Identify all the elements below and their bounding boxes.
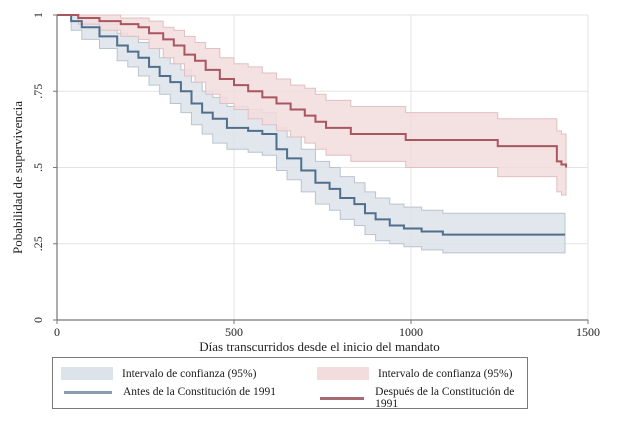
x-axis-title: Días transcurridos desde el inicio del m… [199, 339, 439, 354]
survival-line-despues [57, 14, 568, 168]
confidence-bands [57, 14, 567, 254]
legend-item-line-despues: Después de la Constitución de 1991 [317, 386, 527, 410]
confidence-band-despues [57, 14, 567, 196]
legend-swatch-band-despues [317, 367, 369, 380]
y-axis-title: Pobabilidad de supervivencia [10, 101, 25, 254]
legend-label: Intervalo de confianza (95%) [122, 367, 257, 380]
legend-item-line-antes: Antes de la Constitución de 1991 [61, 386, 276, 398]
y-tick-label: .75 [31, 84, 45, 99]
y-tick-label: 0 [31, 317, 45, 323]
legend-label: Después de la Constitución de 1991 [375, 386, 515, 410]
x-tick-label: 1500 [576, 325, 600, 339]
legend-label: Antes de la Constitución de 1991 [123, 386, 276, 398]
x-tick-label: 500 [225, 325, 243, 339]
y-tick-label: .25 [31, 236, 45, 251]
legend-item-ci-despues: Intervalo de confianza (95%) [317, 367, 512, 380]
x-tick-label: 0 [54, 325, 60, 339]
y-tick-label: 1 [31, 12, 45, 18]
survival-curves [57, 14, 568, 236]
x-tick-label: 1000 [399, 325, 423, 339]
survival-line-antes [57, 14, 565, 236]
legend: Intervalo de confianza (95%) Intervalo d… [52, 357, 528, 410]
y-ticks: 0 .25 .5 .75 1 [31, 12, 57, 323]
y-tick-label: .5 [31, 163, 45, 172]
x-ticks: 0 500 1000 1500 [54, 320, 600, 339]
legend-label: Intervalo de confianza (95%) [378, 367, 513, 380]
legend-swatch-line-despues [320, 396, 365, 400]
legend-swatch-line-antes [64, 390, 112, 394]
legend-swatch-band-antes [61, 367, 113, 380]
legend-item-ci-antes: Intervalo de confianza (95%) [61, 367, 256, 380]
